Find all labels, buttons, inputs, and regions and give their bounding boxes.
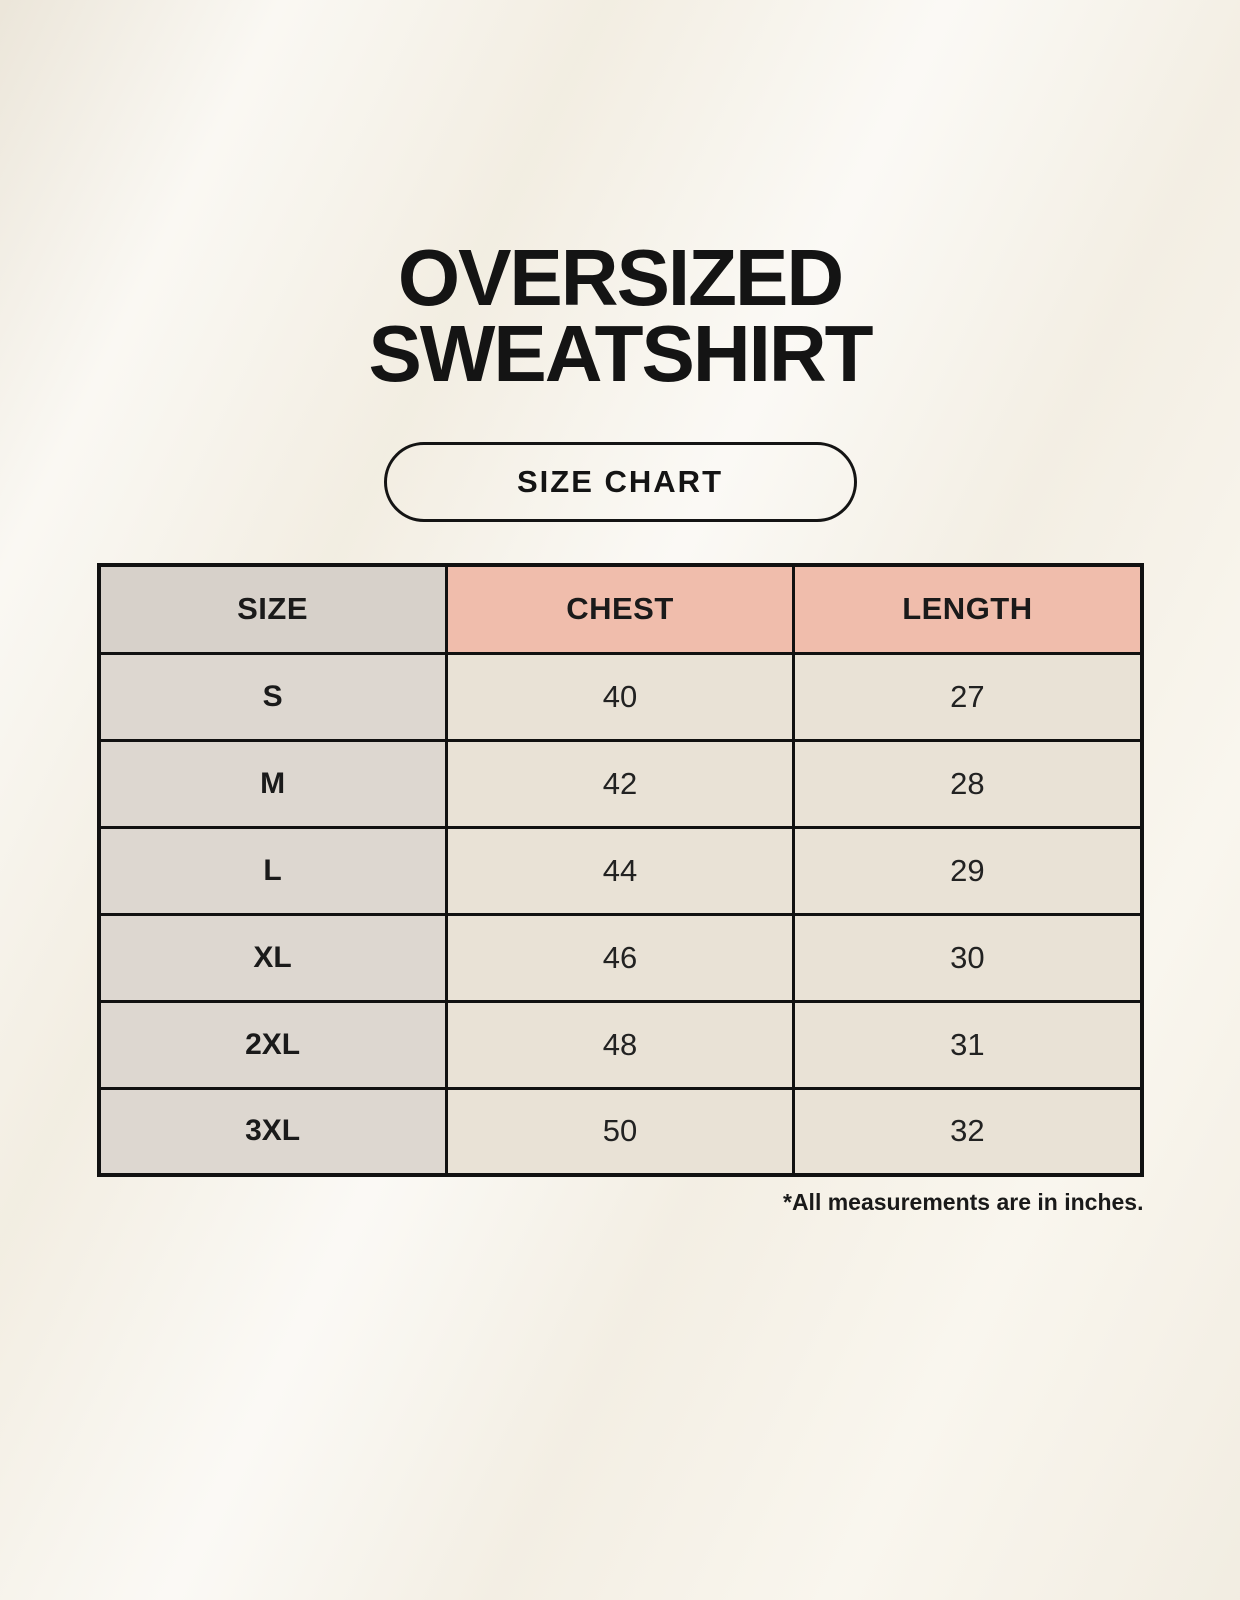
- size-label: M: [97, 738, 448, 829]
- chest-value: 42: [444, 738, 796, 829]
- chest-value: 40: [444, 651, 796, 742]
- size-label: XL: [97, 912, 448, 1003]
- title-line-2: SWEATSHIRT: [368, 309, 874, 398]
- size-label: L: [97, 825, 448, 916]
- size-chart-button[interactable]: SIZE CHART: [383, 442, 857, 522]
- size-chart-table: SIZE CHEST LENGTH S 40 27 M 42 28 L: [96, 563, 1144, 1177]
- table-row-3xl: 3XL 50 32: [97, 1086, 1143, 1177]
- length-value: 31: [792, 999, 1143, 1090]
- column-header-length: LENGTH: [792, 563, 1143, 655]
- size-label: 2XL: [97, 999, 448, 1090]
- length-value: 27: [792, 651, 1143, 742]
- chest-value: 44: [444, 825, 796, 916]
- size-chart-table-container: SIZE CHEST LENGTH S 40 27 M 42 28 L: [96, 563, 1144, 1177]
- size-label: 3XL: [97, 1086, 448, 1177]
- table-row-l: L 44 29: [97, 825, 1143, 916]
- table-row-s: S 40 27: [97, 651, 1143, 742]
- column-header-size: SIZE: [97, 563, 448, 655]
- chest-value: 48: [444, 999, 796, 1090]
- chest-value: 50: [444, 1086, 796, 1177]
- length-value: 29: [792, 825, 1143, 916]
- size-chart-button-label: SIZE CHART: [517, 464, 723, 499]
- title-line-1: OVERSIZED: [397, 233, 844, 322]
- measurements-footnote: *All measurements are in inches.: [783, 1189, 1144, 1215]
- chest-value: 46: [444, 912, 796, 1003]
- length-value: 28: [792, 738, 1143, 829]
- page-title: OVERSIZED SWEATSHIRT: [368, 233, 874, 398]
- table-row-m: M 42 28: [97, 738, 1143, 829]
- table-row-2xl: 2XL 48 31: [97, 999, 1143, 1090]
- length-value: 30: [792, 912, 1143, 1003]
- length-value: 32: [792, 1086, 1143, 1177]
- size-label: S: [97, 651, 448, 742]
- table-row-xl: XL 46 30: [97, 912, 1143, 1003]
- table-header-row: SIZE CHEST LENGTH: [97, 563, 1143, 655]
- column-header-chest: CHEST: [444, 563, 796, 655]
